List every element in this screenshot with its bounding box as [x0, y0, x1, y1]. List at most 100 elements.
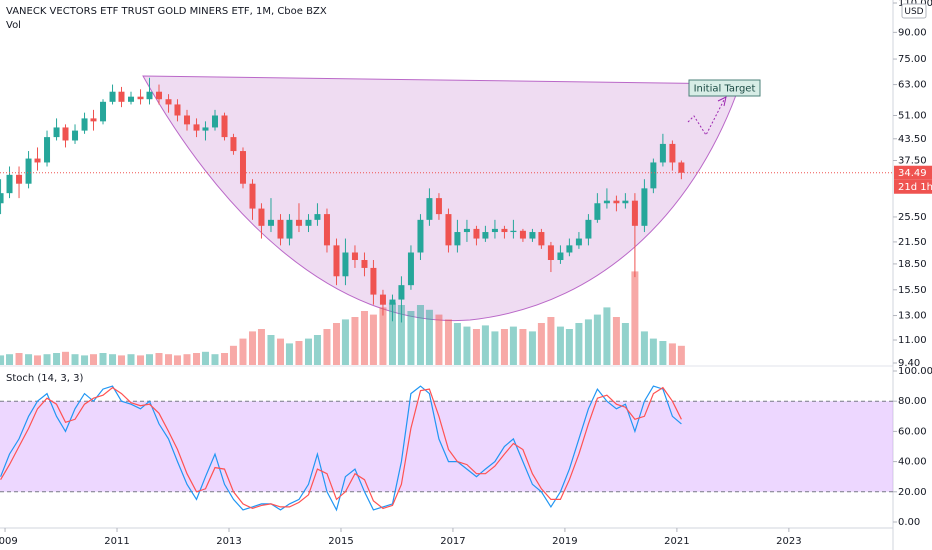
chart-title: VANECK VECTORS ETF TRUST GOLD MINERS ETF…: [6, 6, 327, 17]
candle-body: [128, 96, 135, 102]
candle-body: [659, 143, 666, 163]
candle-body: [118, 91, 125, 102]
volume-bar: [295, 341, 303, 365]
annotation-box: [688, 79, 761, 97]
volume-bar: [109, 354, 117, 365]
price-pane: [0, 75, 893, 365]
x-tick-label: 2019: [552, 536, 577, 547]
candle-body: [258, 208, 265, 226]
candle-body: [435, 198, 442, 215]
volume-bar: [89, 354, 97, 365]
y-tick-label: 21.50: [898, 237, 927, 248]
y-tick-label: 63.00: [898, 80, 927, 91]
y-tick-label: 60.00: [898, 426, 927, 437]
volume-bar: [165, 354, 173, 365]
candle-body: [305, 219, 312, 226]
candle-body: [669, 143, 676, 163]
candle-body: [631, 200, 638, 226]
candle-body: [463, 228, 470, 233]
volume-bar: [71, 354, 79, 365]
volume-bar: [463, 326, 471, 365]
stoch-line: [0, 386, 682, 510]
volume-bar: [99, 353, 107, 365]
volume-bar: [631, 271, 639, 365]
volume-bar: [621, 323, 629, 365]
volume-bar: [640, 331, 648, 365]
volume-bar: [145, 354, 153, 365]
y-tick-label: 13.00: [898, 311, 927, 322]
volume-bar: [575, 323, 583, 365]
volume-bar: [276, 338, 284, 365]
x-tick-label: 2021: [664, 536, 689, 547]
countdown-box: [894, 179, 932, 194]
volume-bar: [472, 329, 480, 365]
currency-box[interactable]: [901, 3, 927, 19]
y-tick-label: 43.50: [898, 134, 927, 145]
stoch-pane: [0, 385, 893, 512]
candle-body: [146, 91, 153, 100]
volume-bar: [201, 351, 209, 365]
candle-body: [165, 99, 172, 105]
candle-body: [650, 162, 657, 189]
y-tick-label: 51.00: [898, 110, 927, 121]
candle-body: [90, 118, 97, 122]
candle-body: [594, 203, 601, 220]
volume-bar: [249, 331, 257, 365]
y-tick-label: 40.00: [898, 457, 927, 468]
candle-body: [183, 115, 190, 125]
candle-body: [193, 124, 200, 131]
countdown: 21d 1h: [898, 182, 932, 193]
candle-body: [370, 267, 377, 295]
volume-bar: [453, 323, 461, 365]
candle-body: [34, 158, 41, 163]
volume-bar: [313, 335, 321, 365]
candle-body: [62, 127, 69, 141]
candle-body: [557, 252, 564, 261]
stoch-title: Stoch (14, 3, 3): [6, 373, 83, 384]
y-tick-label: 18.50: [898, 259, 927, 270]
candle-body: [6, 174, 13, 194]
volume-bar: [360, 311, 368, 365]
candle-body: [566, 245, 573, 253]
volume-bar: [556, 326, 564, 365]
candle-body: [333, 245, 340, 277]
volume-bar: [528, 331, 536, 365]
currency[interactable]: USD: [904, 7, 923, 17]
volume-bar: [6, 354, 14, 365]
x-tick-label: 2013: [216, 536, 241, 547]
candle-body: [351, 252, 358, 261]
volume-bar: [341, 319, 349, 365]
volume-bar: [332, 323, 340, 365]
volume-bar: [407, 311, 415, 365]
candle-body: [25, 158, 32, 184]
projection-arrow: [687, 99, 725, 137]
volume-bar: [500, 329, 508, 365]
volume-bar: [444, 319, 452, 365]
candle-body: [109, 91, 116, 102]
candle-body: [0, 193, 4, 204]
volume-bar: [677, 345, 685, 365]
candle-body: [81, 118, 88, 131]
candle-body: [44, 137, 51, 163]
candle-body: [286, 219, 293, 239]
volume-bar: [509, 326, 517, 365]
volume-bar: [537, 323, 545, 365]
volume-bar: [117, 355, 125, 365]
y-tick-label: 90.00: [898, 27, 927, 38]
volume-bar: [193, 353, 201, 365]
y-tick-label: 11.00: [898, 335, 927, 346]
candle-body: [482, 232, 489, 239]
y-tick-label: 80.00: [898, 396, 927, 407]
candle-body: [202, 127, 209, 131]
x-tick-label: 2015: [328, 536, 353, 547]
candle-body: [221, 115, 228, 138]
candle-body: [473, 228, 480, 239]
candle-body: [314, 214, 321, 220]
volume-bar: [34, 355, 42, 365]
volume-bar: [388, 302, 396, 365]
volume-bar: [323, 329, 331, 365]
candle-body: [211, 115, 218, 128]
candle-body: [53, 127, 60, 138]
